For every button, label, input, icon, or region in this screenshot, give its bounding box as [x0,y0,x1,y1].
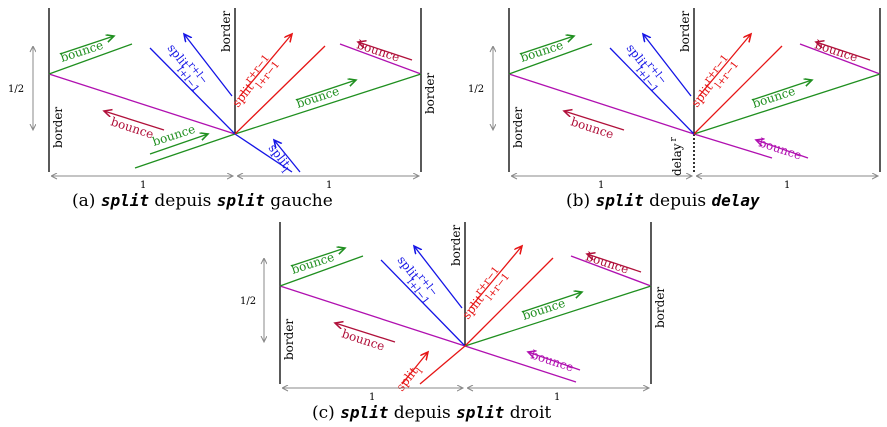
green-segment [279,255,364,287]
red-segment [419,345,466,385]
bounce-arrow [358,42,413,61]
split-arrow [469,246,522,309]
purple-segment [693,133,773,159]
bounce-arrow [751,80,812,101]
bounce-arrow [149,134,208,155]
bounce-label: bounce [521,296,567,323]
bounce-label: bounce [529,348,575,375]
red-segment [464,257,554,347]
green-segment [134,133,236,169]
bounce-label: bounce [584,250,630,277]
purple-segment [339,43,422,75]
border-label: border [449,225,463,266]
bounce-arrow [587,254,642,273]
caption-a: (a) split depuis split gauche [72,191,333,211]
bounce-label: bounce [757,136,803,163]
split-arrow [698,34,751,97]
border-label: border [653,287,667,328]
bounce-arrow [59,36,114,55]
bounce-arrow [104,111,165,131]
panel-a: border border border bounce bounce bounc… [8,8,437,211]
purple-segment [464,345,577,383]
bounce-label: bounce [340,327,386,354]
bounce-label: bounce [751,84,797,111]
border-label: border [678,11,692,52]
split-arrow [184,34,233,97]
bounce-label: bounce [290,250,336,277]
blue-segment [609,47,695,135]
bounce-arrow [816,42,871,61]
caption-c: (c) split depuis split droit [312,403,551,423]
green-segment [48,43,133,75]
green-segment [234,73,422,135]
panel-b: border border delayr bounce bounce bounc… [468,8,881,211]
split-label-blue: splitr+l−l+l−1 [390,251,441,307]
split-arrow [643,34,692,97]
bounce-arrow [290,248,345,267]
purple-segment [48,73,236,135]
bounce-arrow [564,111,625,131]
border-label: border [282,319,296,360]
blue-segment [234,133,293,173]
bounce-label: bounce [151,122,197,149]
bounce-label: bounce [109,115,155,142]
red-segment [234,45,326,135]
purple-segment [508,73,695,135]
bounce-arrow [335,323,396,343]
bounce-label: bounce [569,115,615,142]
dimension-label: 1 [326,180,332,191]
blue-segment [380,259,466,347]
green-segment [508,43,593,75]
split-arrow [239,34,292,97]
bounce-arrow [295,80,356,101]
bounce-label: bounce [813,38,859,65]
border-label: border [51,107,65,148]
split-arrow [274,140,301,173]
border-label: border [423,73,437,114]
dimension-label: 1 [598,180,604,191]
dimension-label: 1 [140,180,146,191]
bounce-arrow [519,36,574,55]
red-segment [693,45,783,135]
split-arrow [414,246,463,309]
green-segment [464,285,652,347]
split-label-blue: splitr+l−l+l−1 [619,39,670,95]
split-label-blue: splitr+l−l+l−1 [160,39,211,95]
split-arrow [401,352,428,385]
dimension-label: 1/2 [240,296,256,307]
bounce-arrow [528,352,581,371]
bounce-label: bounce [355,38,401,65]
bounce-arrow [521,292,582,313]
bounce-label: bounce [59,38,105,65]
bounce-arrow [756,140,809,159]
border-label: border [219,11,233,52]
caption-b: (b) split depuis delay [566,191,760,211]
split-label-l: splitl [393,362,425,396]
dimension-label: 1 [784,180,790,191]
dimension-label: 1 [369,392,375,403]
dimension-label: 1/2 [468,84,484,95]
bounce-label: bounce [519,38,565,65]
purple-segment [279,285,466,347]
dimension-label: 1/2 [8,84,24,95]
dimension-label: 1 [554,392,560,403]
purple-segment [799,43,881,75]
purple-segment [570,255,652,287]
border-label: border [511,107,525,148]
blue-segment [149,47,236,135]
delay-label: delayr [669,136,684,176]
green-segment [693,73,881,135]
panel-c: border border border bounce bounce bounc… [240,222,667,423]
